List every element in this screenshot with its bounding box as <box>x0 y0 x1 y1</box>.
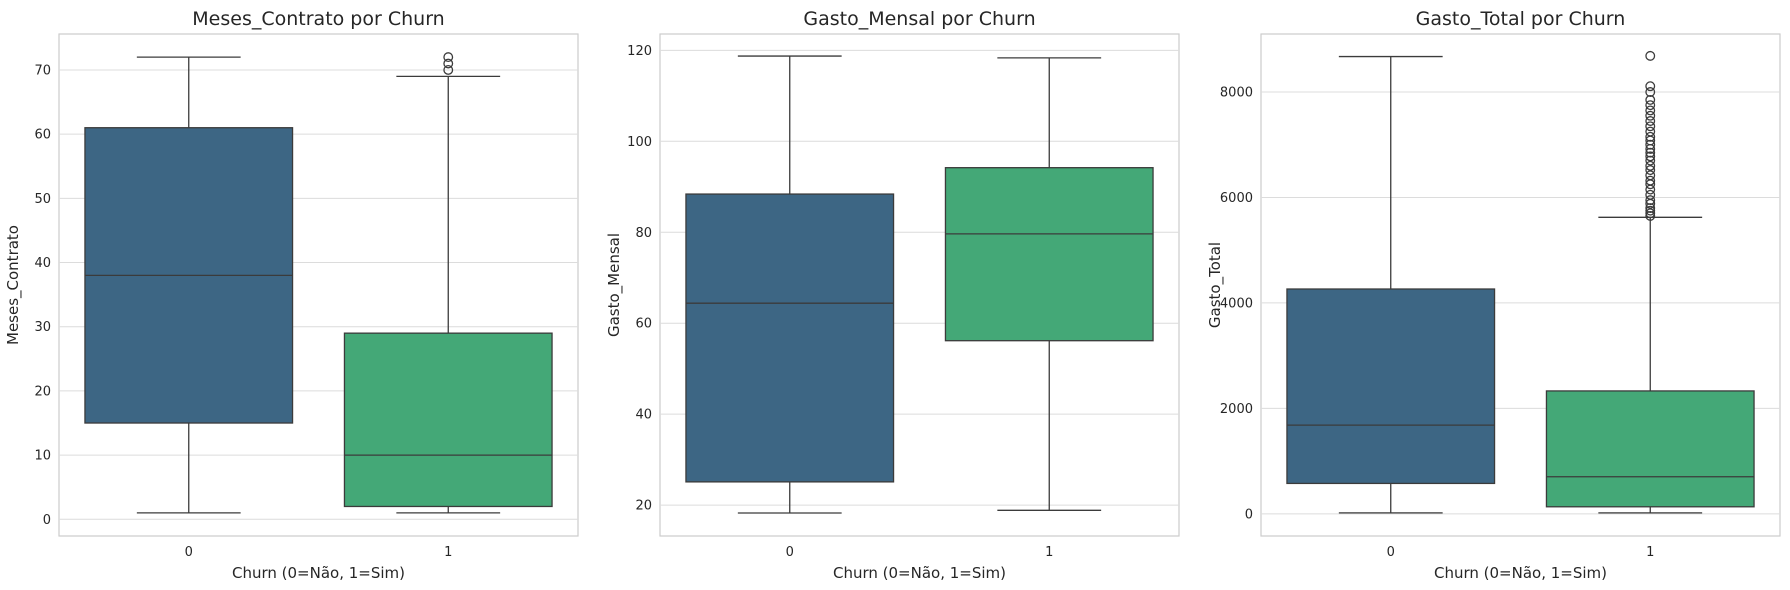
grid-lines <box>660 49 1179 506</box>
tick-labels: 20 40 60 80 100 120 0 1 <box>627 44 1053 560</box>
plot-frame <box>1260 33 1781 537</box>
box-churn-0 <box>84 56 294 514</box>
box-churn-0 <box>1286 55 1496 514</box>
y-tick-label: 40 <box>635 408 652 423</box>
box-marks <box>685 55 1154 514</box>
box-iqr <box>1545 390 1755 508</box>
chart-gasto-total: 0 2000 4000 6000 8000 0 1 Gasto_Total por Chur… <box>1206 8 1781 582</box>
x-axis-label: Churn (0=Não, 1=Sim) <box>1434 564 1607 582</box>
box-churn-0 <box>685 55 895 514</box>
y-tick-label: 100 <box>627 135 652 150</box>
outlier-point <box>1645 208 1656 219</box>
outlier-point <box>443 64 454 75</box>
outlier-point <box>1645 189 1656 200</box>
outlier-point <box>1645 175 1656 186</box>
outlier-point <box>1645 81 1656 92</box>
y-tick-label: 30 <box>34 320 51 335</box>
y-tick-label: 0 <box>43 513 51 528</box>
y-tick-label: 6000 <box>1220 191 1253 206</box>
x-tick-label: 1 <box>444 545 452 560</box>
outlier-point <box>1645 205 1656 216</box>
x-axis-label: Churn (0=Não, 1=Sim) <box>232 564 405 582</box>
plot-frame <box>58 33 579 537</box>
box-iqr <box>1286 288 1496 485</box>
y-tick-label: 20 <box>34 384 51 399</box>
box-churn-1 <box>944 57 1154 511</box>
box-churn-1 <box>343 52 553 514</box>
outlier-point <box>1645 126 1656 137</box>
outlier-point <box>443 58 454 69</box>
y-tick-label: 60 <box>635 317 652 332</box>
outlier-point <box>1645 110 1656 121</box>
outlier-point <box>1645 100 1656 111</box>
box-iqr <box>343 332 553 508</box>
chart-title: Gasto_Mensal por Churn <box>803 8 1035 30</box>
y-tick-label: 4000 <box>1220 296 1253 311</box>
y-tick-label: 20 <box>635 499 652 514</box>
outlier-point <box>1645 105 1656 116</box>
chart-title: Meses_Contrato por Churn <box>192 8 444 30</box>
y-tick-label: 70 <box>34 63 51 78</box>
y-axis-label: Meses_Contrato <box>4 225 23 345</box>
y-tick-label: 50 <box>34 192 51 207</box>
outlier-point <box>1645 210 1656 221</box>
tick-labels: 0 2000 4000 6000 8000 0 1 <box>1220 86 1654 560</box>
y-tick-label: 8000 <box>1220 86 1253 101</box>
y-tick-label: 80 <box>635 226 652 241</box>
outlier-point <box>1645 160 1656 171</box>
outlier-point <box>1645 155 1656 166</box>
x-tick-label: 1 <box>1045 545 1053 560</box>
y-tick-label: 2000 <box>1220 402 1253 417</box>
x-axis-label: Churn (0=Não, 1=Sim) <box>833 564 1006 582</box>
outlier-point <box>1645 116 1656 126</box>
outlier-point <box>1645 50 1656 61</box>
y-tick-label: 60 <box>34 128 51 143</box>
x-tick-label: 0 <box>185 545 193 560</box>
box-iqr <box>685 193 895 483</box>
x-tick-label: 0 <box>786 545 794 560</box>
y-tick-label: 40 <box>34 256 51 271</box>
outlier-point <box>1645 165 1656 175</box>
y-axis-label: Gasto_Mensal <box>605 233 624 337</box>
y-tick-label: 10 <box>34 449 51 464</box>
box-churn-1 <box>1545 50 1755 514</box>
outlier-point <box>1645 131 1656 142</box>
x-tick-label: 1 <box>1646 545 1654 560</box>
y-tick-label: 120 <box>627 44 652 59</box>
outlier-point <box>1645 151 1656 162</box>
x-tick-label: 0 <box>1387 545 1395 560</box>
outlier-point <box>1645 87 1656 97</box>
outlier-point <box>1645 203 1656 213</box>
outlier-point <box>1645 139 1656 150</box>
chart-title: Gasto_Total por Churn <box>1416 8 1626 30</box>
plot-frame <box>659 33 1180 537</box>
box-iqr <box>944 167 1154 342</box>
outlier-point <box>1645 147 1656 158</box>
outlier-point <box>1645 94 1656 105</box>
y-tick-label: 0 <box>1245 507 1253 522</box>
box-marks <box>84 52 553 514</box>
box-marks <box>1286 50 1755 514</box>
outlier-point <box>1645 170 1656 181</box>
tick-labels: 0 10 20 30 40 50 60 70 0 1 <box>34 63 452 560</box>
y-axis-label: Gasto_Total <box>1206 242 1225 328</box>
outlier-point <box>443 52 454 63</box>
outlier-point <box>1645 121 1656 132</box>
chart-meses-contrato: 0 10 20 30 40 50 60 70 0 1 Meses_Contrato por Chu… <box>4 8 579 582</box>
outlier-point <box>1645 195 1656 206</box>
